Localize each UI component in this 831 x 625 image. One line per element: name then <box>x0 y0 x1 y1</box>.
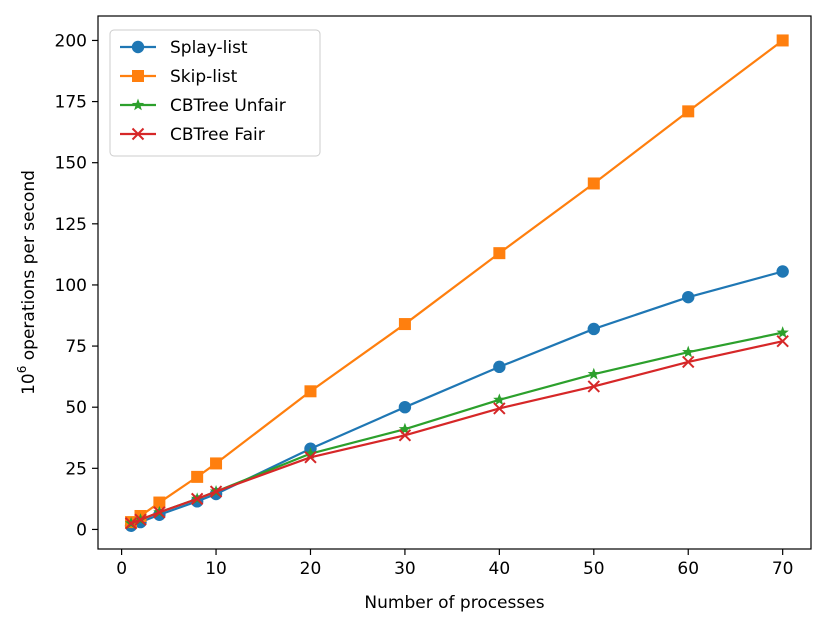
data-point-splay-list <box>493 360 506 374</box>
y-tick-label: 50 <box>65 398 87 418</box>
x-tick-label: 30 <box>394 559 416 579</box>
legend-label: CBTree Fair <box>170 125 265 145</box>
data-point-skip-list <box>398 318 411 331</box>
data-point-cbtree-fair <box>776 334 789 348</box>
y-tick-label: 200 <box>55 31 87 51</box>
plot-frame <box>97 15 812 550</box>
data-point-cbtree-fair <box>304 451 317 464</box>
data-point-cbtree-unfair <box>682 345 695 358</box>
data-point-cbtree-fair <box>587 380 601 393</box>
legend-marker <box>131 98 145 111</box>
series-cbtree-fair <box>124 334 789 530</box>
legend: Splay-list Skip-list CBTree Unfair CBTree F… <box>109 29 321 157</box>
data-point-cbtree-unfair <box>776 326 789 338</box>
data-point-splay-list <box>587 322 600 336</box>
y-tick-label: 25 <box>65 459 87 479</box>
axis-layer: 0 10 20 30 40 50 60 70 0 25 50 75 100 125 150 175 200 <box>55 31 794 579</box>
legend-item-splay-list: Splay-list <box>120 38 248 58</box>
data-point-cbtree-unfair <box>398 422 412 435</box>
data-point-cbtree-unfair <box>493 393 506 406</box>
data-point-skip-list <box>776 34 789 47</box>
data-point-cbtree-fair <box>398 429 412 442</box>
legend-item-cbtree-unfair: CBTree Unfair <box>120 96 286 116</box>
x-tick-label: 70 <box>772 559 794 579</box>
data-point-splay-list <box>398 400 412 414</box>
x-tick-label: 20 <box>300 559 322 579</box>
data-point-cbtree-fair <box>134 513 147 526</box>
data-point-cbtree-unfair <box>587 367 600 380</box>
data-point-splay-list <box>776 265 789 278</box>
legend-label: CBTree Unfair <box>170 96 286 116</box>
data-point-cbtree-fair <box>493 402 506 415</box>
y-axis-label: 106 operations per second <box>15 170 39 395</box>
data-point-splay-list <box>682 290 695 304</box>
data-point-cbtree-fair <box>190 492 204 506</box>
x-tick-label: 10 <box>205 559 227 579</box>
y-tick-label: 0 <box>76 520 87 540</box>
legend-marker <box>132 70 144 82</box>
data-point-skip-list <box>153 496 166 509</box>
data-point-skip-list <box>304 385 317 398</box>
legend-marker <box>131 127 145 141</box>
legend-label: Skip-list <box>170 67 238 87</box>
x-tick-label: 60 <box>677 559 699 579</box>
y-tick-label: 150 <box>55 154 87 174</box>
data-point-skip-list <box>210 457 223 470</box>
data-point-cbtree-fair <box>153 506 166 519</box>
data-point-cbtree-fair <box>124 517 138 530</box>
series-layer <box>124 34 789 532</box>
y-tick-label: 125 <box>55 215 87 235</box>
x-tick-label: 0 <box>116 559 127 579</box>
y-tick-label: 100 <box>55 276 87 296</box>
legend-item-skip-list: Skip-list <box>120 67 238 87</box>
data-point-skip-list <box>587 177 600 190</box>
x-axis-label: Number of processes <box>364 593 544 613</box>
legend-frame <box>109 29 321 157</box>
data-point-cbtree-fair <box>209 485 223 498</box>
data-point-cbtree-unfair <box>304 447 317 459</box>
data-point-cbtree-fair <box>682 355 695 369</box>
legend-marker <box>131 40 145 54</box>
x-tick-label: 50 <box>583 559 605 579</box>
data-point-skip-list <box>191 470 204 483</box>
legend-label: Splay-list <box>170 38 248 58</box>
legend-item-cbtree-fair: CBTree Fair <box>120 125 265 145</box>
x-tick-label: 40 <box>489 559 511 579</box>
data-point-skip-list <box>493 247 506 260</box>
y-tick-label: 175 <box>55 93 87 113</box>
y-tick-label: 75 <box>65 337 87 357</box>
data-point-skip-list <box>682 105 695 118</box>
